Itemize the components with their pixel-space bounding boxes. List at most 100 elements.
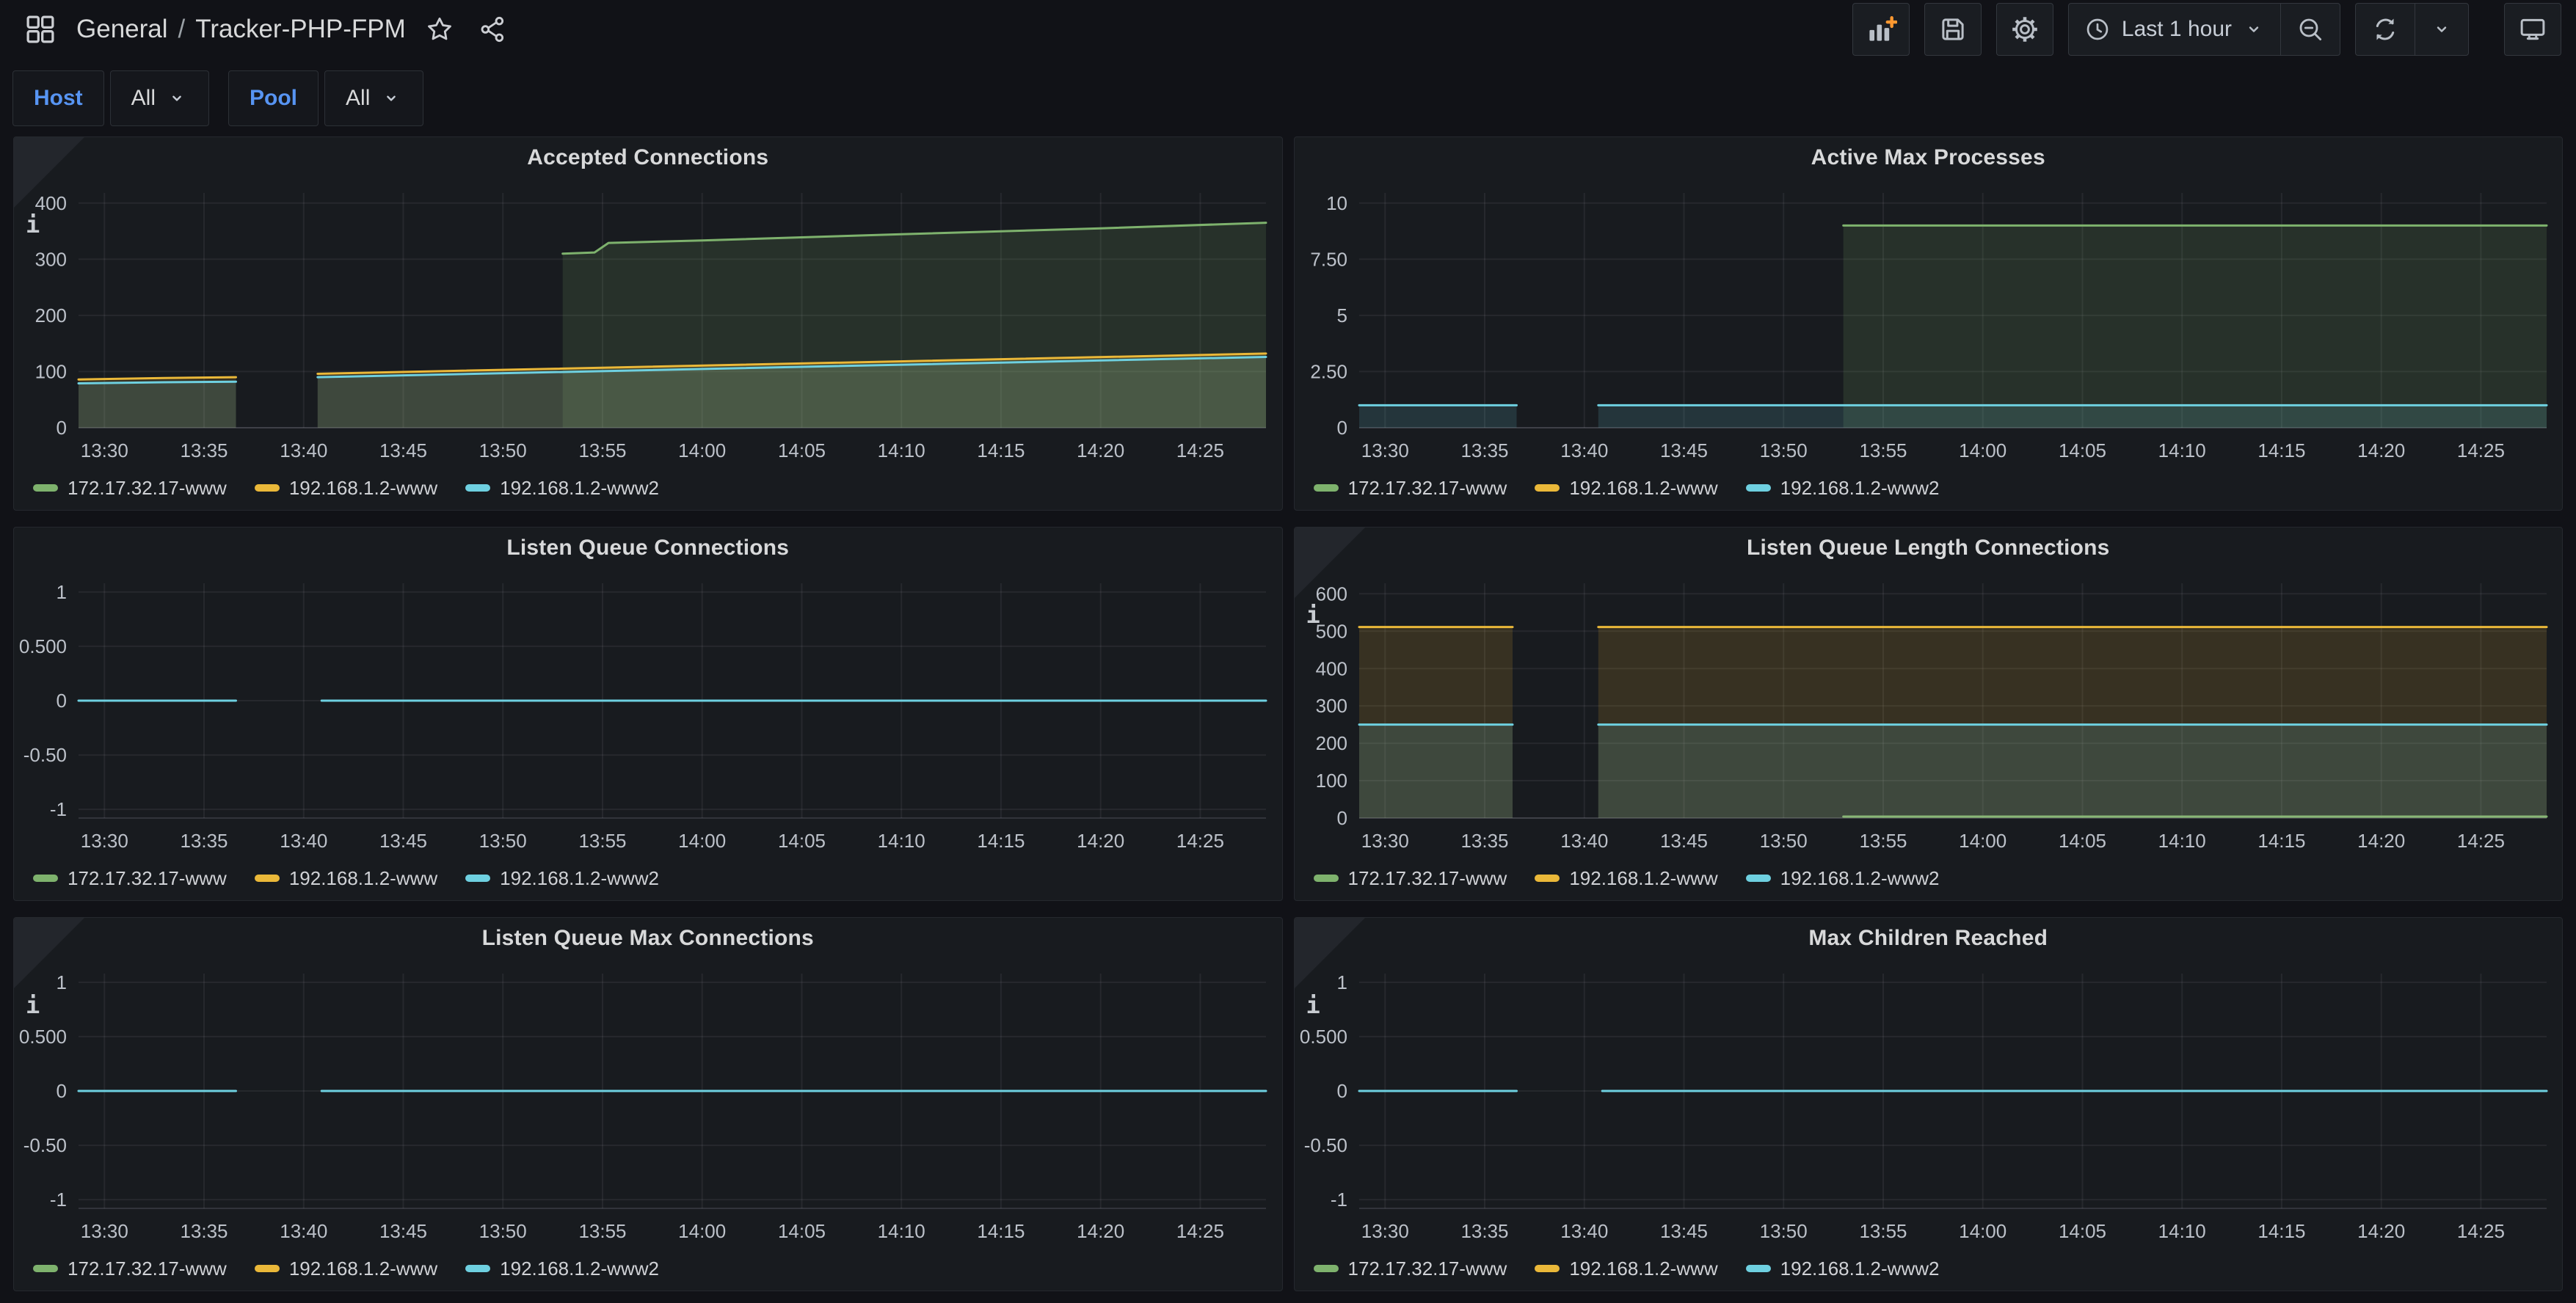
svg-text:0: 0: [57, 417, 67, 439]
zoom-out-icon: [2299, 18, 2322, 41]
legend-item[interactable]: 192.168.1.2-www2: [1745, 477, 1939, 500]
variable-host: Host All: [12, 70, 210, 126]
panel-title[interactable]: Active Max Processes: [1811, 145, 2045, 169]
legend-item[interactable]: 192.168.1.2-www: [1535, 476, 1718, 500]
svg-text:1: 1: [57, 581, 67, 603]
panel-title[interactable]: Listen Queue Connections: [506, 536, 790, 560]
svg-text:14:25: 14:25: [1176, 1220, 1224, 1242]
legend-swatch: [1313, 1265, 1339, 1272]
cycle-view-mode-button[interactable]: [2504, 3, 2561, 56]
legend-item[interactable]: 192.168.1.2-www: [1535, 867, 1718, 890]
legend-item[interactable]: 172.17.32.17-www: [1313, 867, 1507, 890]
legend-item[interactable]: 192.168.1.2-www: [254, 867, 437, 890]
panel-info-icon[interactable]: i: [1294, 528, 1365, 629]
variable-pool-value-dropdown[interactable]: All: [324, 70, 424, 126]
time-series-plot[interactable]: -1 -0.50 0 0.500 1 13:30 13:35 13:40 13:45 13:50 1…: [1295, 959, 2563, 1247]
legend-item[interactable]: 172.17.32.17-www: [33, 867, 227, 890]
dashboard-title[interactable]: Tracker-PHP-FPM: [195, 15, 406, 43]
svg-text:7.50: 7.50: [1310, 248, 1347, 270]
svg-text:14:05: 14:05: [778, 1220, 826, 1242]
svg-text:400: 400: [1315, 657, 1347, 679]
legend-series-name: 172.17.32.17-www: [1347, 476, 1507, 499]
time-series-plot[interactable]: 0 100 200 300 400 500 600 13:30 13:35 13:40 13:45 1…: [1295, 569, 2563, 856]
time-range-picker[interactable]: Last 1 hour: [2069, 4, 2280, 55]
svg-text:0.500: 0.500: [1299, 1026, 1347, 1048]
svg-text:14:20: 14:20: [1077, 830, 1124, 852]
svg-text:14:00: 14:00: [678, 439, 726, 461]
legend-item[interactable]: 192.168.1.2-www: [1535, 1258, 1718, 1280]
legend-item[interactable]: 172.17.32.17-www: [33, 1258, 227, 1280]
svg-text:13:45: 13:45: [1659, 830, 1707, 852]
legend-swatch: [254, 484, 280, 492]
zoom-out-time-button[interactable]: [2281, 4, 2340, 55]
legend-series-name: 172.17.32.17-www: [68, 476, 227, 499]
panel-title[interactable]: Max Children Reached: [1808, 926, 2048, 950]
svg-text:14:10: 14:10: [878, 1220, 925, 1242]
legend-swatch: [1535, 484, 1560, 492]
legend-item[interactable]: 192.168.1.2-www: [254, 477, 437, 500]
panel-title[interactable]: Listen Queue Max Connections: [481, 926, 814, 950]
legend: 172.17.32.17-www 192.168.1.2-www 192.168.1…: [1295, 856, 2563, 900]
chevron-down-icon: [2437, 26, 2447, 32]
time-series-plot[interactable]: -1 -0.50 0 0.500 1 13:30 13:35 13:40 13:45 13:50 1…: [14, 959, 1282, 1247]
add-panel-button[interactable]: [1852, 3, 1910, 56]
breadcrumb-separator: /: [178, 15, 186, 43]
variable-host-value-dropdown[interactable]: All: [109, 70, 210, 126]
svg-text:0.500: 0.500: [19, 635, 67, 657]
svg-text:14:10: 14:10: [878, 439, 925, 461]
svg-text:5: 5: [1336, 304, 1347, 326]
navbar-right: Last 1 hour: [1852, 3, 2561, 56]
legend: 172.17.32.17-www 192.168.1.2-www 192.168.1…: [1295, 466, 2563, 510]
panel-info-icon[interactable]: i: [14, 918, 84, 1019]
panel-title[interactable]: Listen Queue Length Connections: [1746, 536, 2110, 560]
star-icon[interactable]: [421, 10, 459, 48]
legend-item[interactable]: 192.168.1.2-www2: [465, 477, 659, 500]
svg-text:14:25: 14:25: [2456, 1220, 2504, 1242]
svg-text:13:55: 13:55: [578, 439, 626, 461]
panel-max-children-reached: i Max Children Reached -1 -0.50 0 0.500 1 13:…: [1293, 917, 2563, 1291]
dashboard-settings-button[interactable]: [1995, 3, 2053, 56]
svg-text:13:45: 13:45: [379, 830, 427, 852]
svg-text:13:40: 13:40: [1560, 830, 1608, 852]
refresh-dashboard-button[interactable]: [2356, 4, 2415, 55]
chevron-down-icon: [172, 95, 181, 101]
legend-item[interactable]: 172.17.32.17-www: [1313, 1257, 1507, 1280]
legend-item[interactable]: 192.168.1.2-www: [254, 1257, 438, 1280]
legend-series-name: 172.17.32.17-www: [68, 866, 227, 889]
legend-item[interactable]: 192.168.1.2-www2: [1745, 1258, 1939, 1280]
panel-info-icon[interactable]: i: [14, 137, 84, 238]
svg-text:13:30: 13:30: [81, 830, 128, 852]
svg-text:14:00: 14:00: [678, 1220, 726, 1242]
panel-info-icon[interactable]: i: [1294, 918, 1365, 1019]
legend-series-name: 192.168.1.2-www: [1569, 476, 1718, 499]
svg-text:14:20: 14:20: [1077, 1220, 1124, 1242]
legend-item[interactable]: 192.168.1.2-www2: [465, 1258, 659, 1280]
svg-text:13:40: 13:40: [280, 830, 327, 852]
legend-series-name: 172.17.32.17-www: [1347, 1257, 1507, 1280]
time-series-plot[interactable]: 0 2.50 5 7.50 10 13:30 13:35 13:40 13:45 13:50 13:…: [1295, 178, 2563, 466]
navbar: General / Tracker-PHP-FPM: [0, 0, 2576, 59]
refresh-interval-dropdown[interactable]: [2415, 4, 2468, 55]
legend: 172.17.32.17-www 192.168.1.2-www 192.168.1…: [14, 1247, 1282, 1291]
svg-text:13:35: 13:35: [1460, 439, 1508, 461]
dashboards-grid-icon[interactable]: [19, 8, 62, 51]
svg-text:14:20: 14:20: [2357, 830, 2405, 852]
svg-text:14:05: 14:05: [2058, 439, 2106, 461]
legend-item[interactable]: 192.168.1.2-www2: [465, 867, 659, 890]
svg-text:13:40: 13:40: [280, 1220, 327, 1242]
legend: 172.17.32.17-www 192.168.1.2-www 192.168.1…: [14, 856, 1282, 900]
share-icon[interactable]: [473, 10, 512, 48]
template-variables-row: Host All Pool All: [12, 70, 2576, 126]
legend-item[interactable]: 172.17.32.17-www: [33, 477, 227, 500]
save-dashboard-button[interactable]: [1924, 3, 1982, 56]
time-series-plot[interactable]: 0 100 200 300 400 13:30 13:35 13:40 13:45 13:50 13…: [14, 178, 1282, 466]
time-series-plot[interactable]: -1 -0.50 0 0.500 1 13:30 13:35 13:40 13:45 13:50 1…: [14, 569, 1282, 856]
legend-series-name: 192.168.1.2-www: [288, 1257, 438, 1280]
svg-text:14:05: 14:05: [2058, 1220, 2106, 1242]
panel-title[interactable]: Accepted Connections: [527, 145, 769, 169]
svg-text:-0.50: -0.50: [23, 1134, 67, 1156]
svg-text:13:35: 13:35: [1460, 830, 1508, 852]
breadcrumb-folder[interactable]: General: [76, 15, 168, 43]
legend-item[interactable]: 172.17.32.17-www: [1313, 476, 1507, 500]
legend-item[interactable]: 192.168.1.2-www2: [1745, 867, 1939, 890]
